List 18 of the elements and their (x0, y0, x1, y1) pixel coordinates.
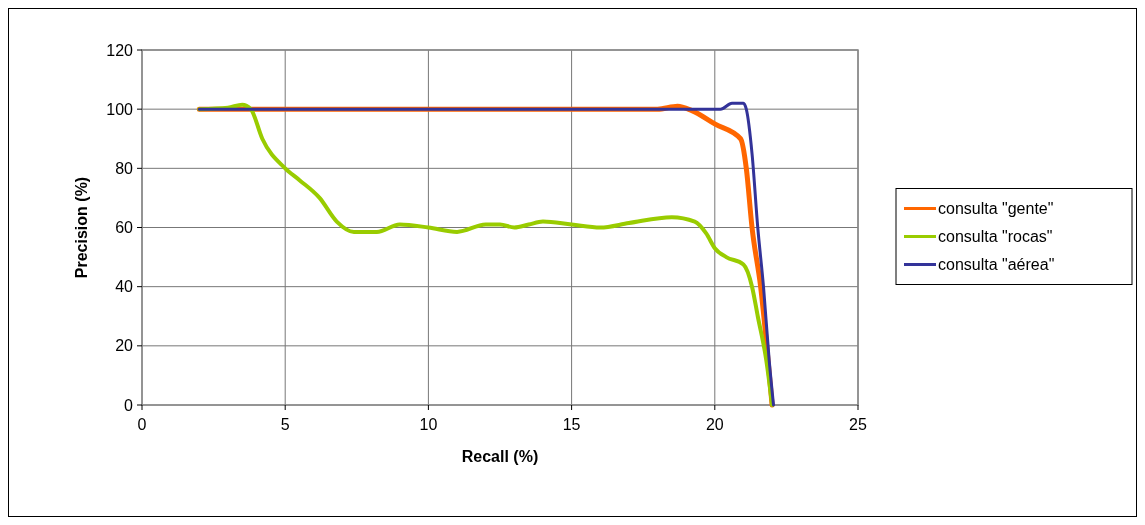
y-tick-label: 60 (115, 219, 134, 237)
y-tick-label: 120 (106, 41, 134, 59)
y-tick-label: 40 (115, 278, 134, 296)
x-tick-label: 0 (137, 416, 147, 433)
legend-label: consulta "rocas" (938, 228, 1053, 246)
legend-label: consulta "gente" (938, 200, 1054, 218)
y-tick-label: 80 (115, 159, 134, 177)
y-tick-label: 0 (124, 396, 134, 414)
x-tick-label: 5 (280, 416, 290, 433)
x-tick-label: 20 (705, 416, 724, 433)
x-tick-label: 25 (849, 416, 867, 433)
x-axis-title: Recall (%) (461, 448, 539, 465)
y-tick-label: 100 (106, 100, 134, 118)
x-tick-label: 10 (419, 416, 438, 433)
y-axis-title: Precision (%) (73, 176, 90, 279)
x-tick-label: 15 (562, 416, 581, 433)
legend-label: consulta "aérea" (938, 256, 1055, 274)
y-tick-label: 20 (115, 337, 134, 355)
